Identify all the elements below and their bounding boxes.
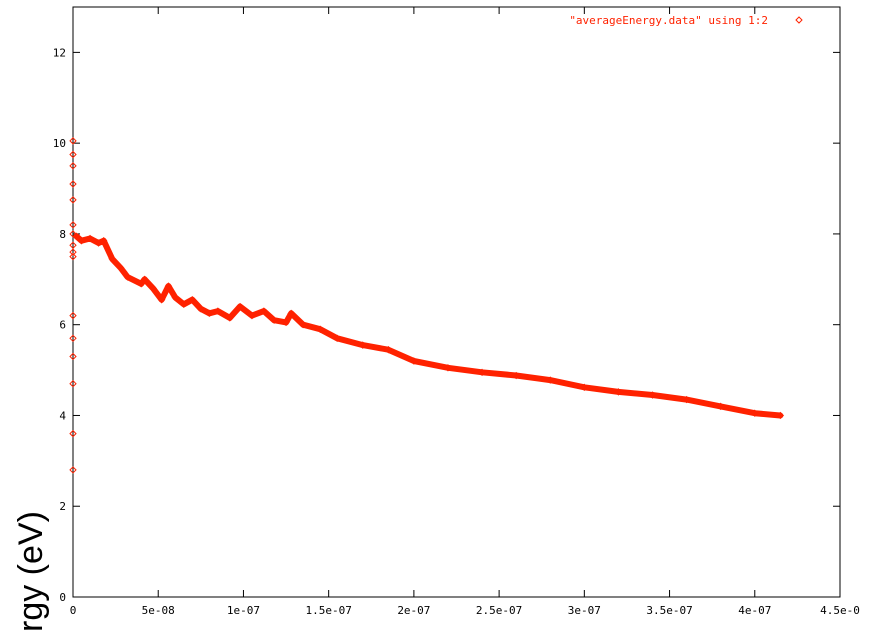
x-tick-label: 4.5e-0 [820,604,860,617]
data-point [69,241,77,249]
data-point [478,368,486,377]
y-tick-label: 12 [53,46,66,59]
legend-diamond-icon [795,16,803,24]
data-point [188,296,197,304]
legend-label: "averageEnergy.data" using 1:2 [569,14,768,27]
y-axis-label: rgy (eV) [12,511,50,632]
data-point [157,296,166,304]
data-point [117,264,125,272]
data-point [171,293,179,302]
data-point [299,320,307,329]
y-tick-label: 6 [59,319,66,332]
data-point [270,316,278,324]
data-point [69,311,77,320]
data-point [260,307,268,315]
data-point [149,284,157,293]
data-point [69,466,77,474]
x-tick-label: 1e-07 [227,604,260,617]
data-point [72,232,81,240]
data-point [776,411,785,420]
data-point [751,409,759,417]
data-point [205,309,214,318]
data-point [69,150,77,159]
data-point [614,388,623,396]
data-point [94,239,103,247]
data-point [123,273,132,281]
x-tick-label: 5e-08 [142,604,175,617]
data-point [77,237,86,245]
data-point [410,357,418,365]
data-point [716,402,725,411]
data-point [69,379,77,388]
data-point [580,383,589,392]
data-point [333,334,341,343]
data-point [86,234,94,243]
x-tick-label: 2.5e-07 [476,604,522,617]
data-point [226,314,234,322]
x-tick-label: 4e-07 [738,604,771,617]
plot-frame [72,6,841,598]
data-point [214,307,222,315]
data-point [287,309,295,318]
data-point [444,364,452,372]
data-point [69,334,77,343]
data-point [248,311,256,320]
series-averageenergy [69,137,785,474]
data-point [648,391,657,399]
series-trace [73,233,784,419]
legend-marker-icon [795,16,803,24]
data-point [69,352,77,361]
data-point [359,341,367,349]
x-tick-label: 2e-07 [397,604,430,617]
data-point [316,325,324,333]
data-point [197,305,205,313]
data-point [69,429,77,438]
y-tick-label: 8 [59,228,66,241]
x-tick-label: 3.5e-07 [646,604,692,617]
data-point [180,300,188,308]
data-point [512,371,520,380]
data-point [236,302,244,311]
x-tick-label: 3e-07 [568,604,601,617]
data-point [384,345,393,354]
data-point [137,280,145,288]
data-point [682,395,691,404]
x-tick-label: 1.5e-07 [305,604,351,617]
data-point [69,221,77,229]
y-tick-label: 0 [59,591,66,604]
x-axis-ticks: 0 5e-08 1e-07 1.5e-07 2e-07 2.5e-07 3e-07 3.5e-… [70,7,860,617]
data-point [69,248,77,256]
data-point [69,162,77,170]
y-axis-ticks: 0 2 4 6 8 10 12 [53,46,840,604]
y-tick-label: 4 [59,409,66,422]
data-point [69,252,77,261]
data-point [282,318,290,327]
y-tick-label: 2 [59,500,66,513]
data-point [546,376,554,384]
data-point [99,237,108,245]
data-point [69,230,77,238]
data-point [108,255,116,263]
data-point [69,137,77,145]
data-point [69,180,77,188]
data-point [140,275,149,284]
x-tick-label: 0 [70,604,77,617]
y-tick-label: 10 [53,137,66,150]
data-point [69,196,77,204]
legend: "averageEnergy.data" using 1:2 [569,14,803,27]
data-point [164,282,173,290]
